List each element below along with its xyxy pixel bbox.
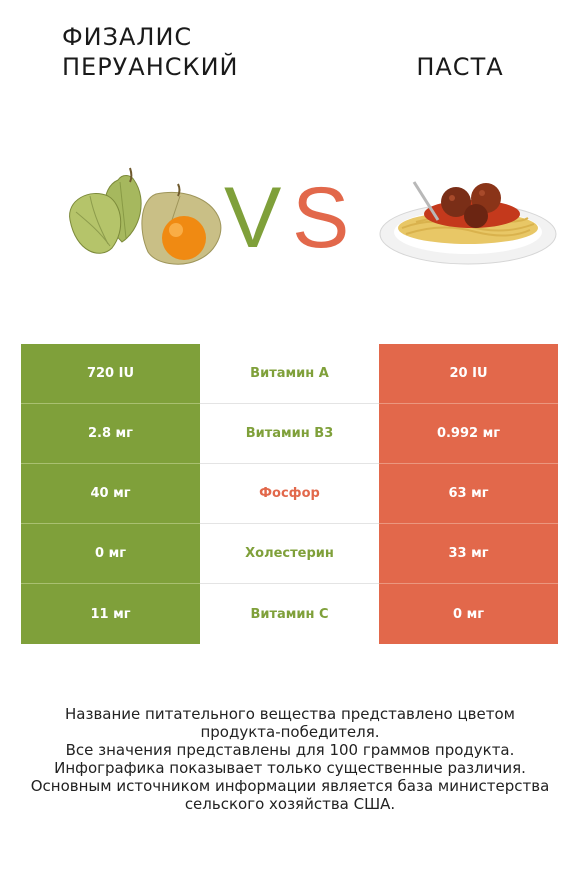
nutrient-name: Витамин C bbox=[200, 584, 379, 644]
footer-line: продукта-победителя. bbox=[200, 723, 380, 741]
table-row: 2.8 мг Витамин B3 0.992 мг bbox=[21, 404, 558, 464]
right-value: 63 мг bbox=[379, 464, 558, 524]
right-value: 20 IU bbox=[379, 344, 558, 404]
left-product-title: ФИЗАЛИС ПЕРУАНСКИЙ bbox=[62, 23, 239, 81]
left-value: 0 мг bbox=[21, 524, 200, 584]
comparison-table: 720 IU Витамин A 20 IU 2.8 мг Витамин B3… bbox=[21, 344, 558, 644]
nutrient-name: Витамин A bbox=[200, 344, 379, 404]
footer-line: Название питательного вещества представл… bbox=[65, 705, 515, 723]
versus-label: V S bbox=[224, 175, 349, 255]
nutrient-name: Фосфор bbox=[200, 464, 379, 524]
left-value: 40 мг bbox=[21, 464, 200, 524]
footer-line: Инфографика показывает только существенн… bbox=[54, 759, 526, 777]
right-value: 33 мг bbox=[379, 524, 558, 584]
footer-notes: Название питательного вещества представл… bbox=[20, 705, 560, 813]
table-row: 720 IU Витамин A 20 IU bbox=[21, 344, 558, 404]
nutrient-name: Холестерин bbox=[200, 524, 379, 584]
right-value: 0.992 мг bbox=[379, 404, 558, 464]
right-product-title: ПАСТА bbox=[416, 53, 504, 81]
physalis-image bbox=[69, 167, 222, 265]
left-value: 11 мг bbox=[21, 584, 200, 644]
vs-letter-s: S bbox=[292, 175, 349, 255]
right-value: 0 мг bbox=[379, 584, 558, 644]
vs-letter-v: V bbox=[224, 175, 281, 255]
pasta-image bbox=[379, 181, 557, 265]
table-row: 40 мг Фосфор 63 мг bbox=[21, 464, 558, 524]
footer-line: Основным источником информации является … bbox=[30, 777, 550, 795]
left-value: 2.8 мг bbox=[21, 404, 200, 464]
left-value: 720 IU bbox=[21, 344, 200, 404]
table-row: 11 мг Витамин C 0 мг bbox=[21, 584, 558, 644]
footer-line: Все значения представлены для 100 граммо… bbox=[65, 741, 515, 759]
footer-line: сельского хозяйства США. bbox=[184, 795, 396, 813]
table-row: 0 мг Холестерин 33 мг bbox=[21, 524, 558, 584]
nutrient-name: Витамин B3 bbox=[200, 404, 379, 464]
